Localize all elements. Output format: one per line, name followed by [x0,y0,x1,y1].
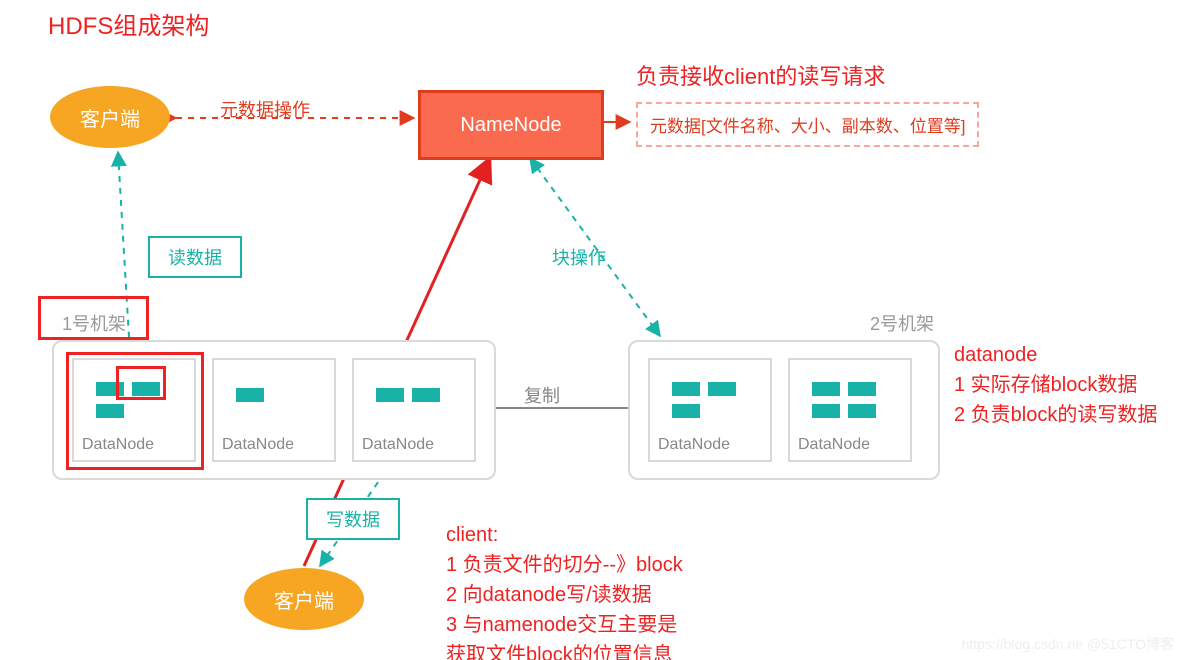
namenode-box: NameNode [418,90,604,160]
diagram-stage: NameNode : metadata ops (dashed red, dou… [0,0,1184,660]
block-icon [708,382,736,396]
client-bottom-label: 客户端 [274,585,334,614]
label-read: 读数据 [168,248,222,268]
datanode-notes-1: 1 实际存储block数据 [954,370,1157,400]
block-icon [376,388,404,402]
block-icon [672,404,700,418]
rack1-dn2: DataNode [212,358,336,462]
block-icon [812,382,840,396]
client-notes-3: 3 与namenode交互主要是 [446,610,683,640]
label-write-box: 写数据 [306,498,400,540]
namenode-label: NameNode [460,114,561,137]
label-meta-ops: 元数据操作 [220,96,310,122]
client-notes-2: 2 向datanode写/读数据 [446,580,683,610]
client-notes-heading: client: [446,520,683,550]
rack2-dn1: DataNode [648,358,772,462]
datanode-notes-heading: datanode [954,340,1157,370]
metadata-box: 元数据[文件名称、大小、副本数、位置等] [636,102,979,147]
block-icon [848,404,876,418]
client-bottom: 客户端 [244,568,364,630]
namenode-caption: 负责接收client的读写请求 [636,60,885,93]
label-write: 写数据 [326,510,380,530]
block-icon [236,388,264,402]
label-block-ops: 块操作 [552,244,606,270]
dn-label: DataNode [362,436,434,454]
block-icon [412,388,440,402]
datanode-notes: datanode 1 实际存储block数据 2 负责block的读写数据 [954,340,1157,430]
block-icon [848,382,876,396]
datanode-notes-2: 2 负责block的读写数据 [954,400,1157,430]
block-icon [812,404,840,418]
block-icon [672,382,700,396]
rack2-dn2: DataNode [788,358,912,462]
client-notes-4: 获取文件block的位置信息 [446,640,683,660]
diagram-title: HDFS组成架构 [48,6,209,41]
client-top: 客户端 [50,86,170,148]
label-read-box: 读数据 [148,236,242,278]
highlight-block [116,366,166,400]
label-replicate: 复制 [524,382,560,408]
client-notes: client: 1 负责文件的切分--》block 2 向datanode写/读… [446,520,683,660]
rack2-label: 2号机架 [870,310,934,336]
client-notes-1: 1 负责文件的切分--》block [446,550,683,580]
rack1-dn3: DataNode [352,358,476,462]
dn-label: DataNode [658,436,730,454]
client-top-label: 客户端 [80,103,140,132]
dn-label: DataNode [222,436,294,454]
watermark: https://blog.csdn.ne @51CTO博客 [962,634,1174,654]
highlight-rack1-label [38,296,149,340]
dn-label: DataNode [798,436,870,454]
